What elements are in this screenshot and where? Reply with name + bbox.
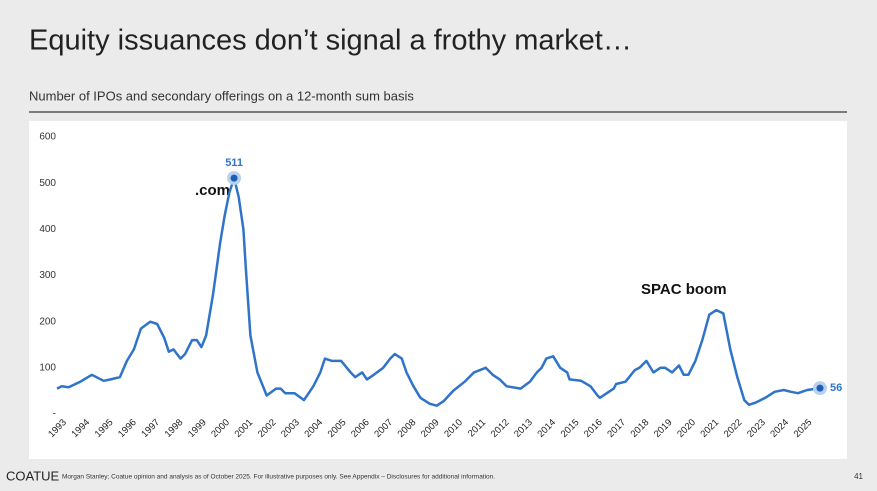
highlight-point bbox=[230, 174, 238, 182]
y-tick-label: 200 bbox=[39, 316, 56, 327]
page-number: 41 bbox=[854, 472, 863, 481]
chart-panel bbox=[29, 121, 847, 459]
series-line bbox=[56, 176, 821, 407]
highlight-point bbox=[816, 384, 824, 392]
source-note: Morgan Stanley; Coatue opinion and analy… bbox=[62, 474, 495, 481]
slide-title: Equity issuances don’t signal a frothy m… bbox=[29, 25, 632, 57]
y-tick-label: 600 bbox=[39, 132, 56, 143]
data-label: 511 bbox=[225, 157, 243, 169]
chart-subtitle: Number of IPOs and secondary offerings o… bbox=[29, 88, 414, 103]
y-tick-label: 500 bbox=[39, 178, 56, 189]
brand: COATUE bbox=[6, 468, 60, 483]
annotation: SPAC boom bbox=[641, 281, 727, 298]
y-tick-label: - bbox=[53, 409, 56, 420]
data-label: 56 bbox=[830, 382, 842, 394]
annotation: .com bbox=[195, 182, 230, 199]
y-tick-label: 400 bbox=[39, 224, 56, 235]
y-tick-label: 300 bbox=[39, 270, 56, 281]
y-tick-label: 100 bbox=[39, 362, 56, 373]
